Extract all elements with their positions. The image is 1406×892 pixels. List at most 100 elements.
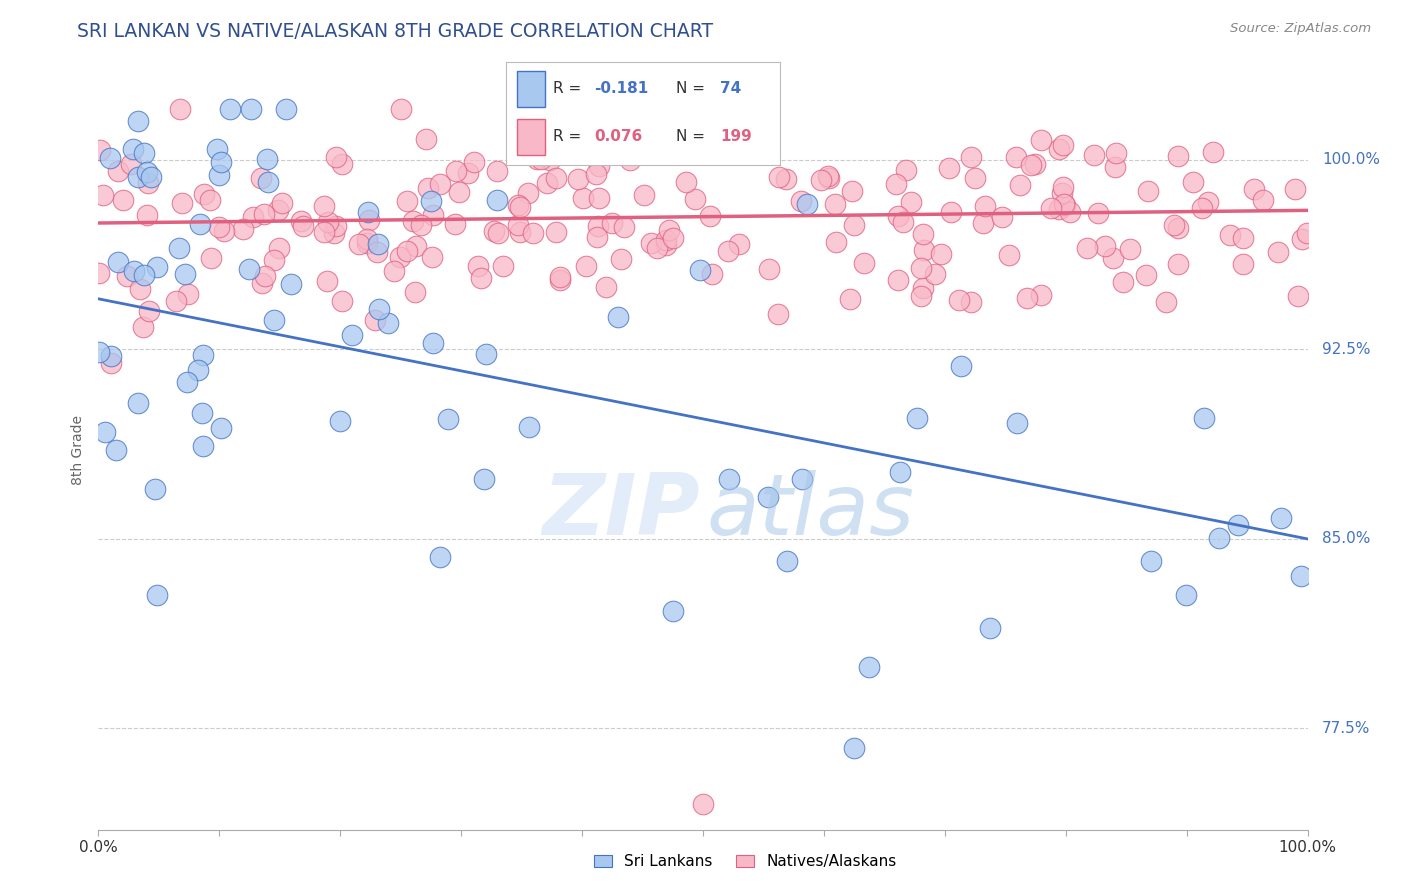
Point bbox=[776, 554, 799, 568]
Point bbox=[1104, 160, 1126, 174]
Point bbox=[756, 490, 779, 504]
Point bbox=[662, 230, 685, 244]
Point bbox=[271, 196, 294, 211]
Point bbox=[263, 312, 285, 326]
Point bbox=[536, 176, 558, 190]
Point bbox=[492, 260, 515, 274]
Point bbox=[700, 267, 723, 281]
Point bbox=[269, 241, 291, 255]
Point bbox=[768, 170, 790, 185]
Point bbox=[191, 406, 214, 420]
Point bbox=[548, 269, 571, 284]
Point bbox=[640, 236, 662, 251]
Point bbox=[1094, 239, 1116, 253]
Point bbox=[1076, 241, 1098, 255]
Point bbox=[1135, 268, 1157, 283]
Point bbox=[329, 413, 352, 427]
Point bbox=[87, 267, 110, 281]
Point bbox=[1167, 221, 1189, 235]
Point bbox=[509, 200, 531, 214]
Point bbox=[998, 248, 1021, 262]
Point bbox=[1208, 531, 1230, 545]
Text: SRI LANKAN VS NATIVE/ALASKAN 8TH GRADE CORRELATION CHART: SRI LANKAN VS NATIVE/ALASKAN 8TH GRADE C… bbox=[77, 22, 713, 41]
Text: R =: R = bbox=[553, 81, 581, 96]
Point bbox=[418, 181, 440, 195]
Point bbox=[316, 274, 339, 288]
Point bbox=[132, 320, 155, 334]
Text: N =: N = bbox=[676, 129, 706, 145]
Point bbox=[250, 276, 273, 290]
Point bbox=[655, 233, 678, 247]
Point bbox=[176, 376, 198, 390]
Point bbox=[941, 205, 963, 219]
Point bbox=[240, 102, 263, 116]
Point bbox=[127, 396, 149, 410]
Point bbox=[965, 170, 987, 185]
Point bbox=[357, 213, 380, 227]
Point bbox=[900, 195, 922, 210]
Point bbox=[436, 412, 458, 426]
Point bbox=[1219, 228, 1241, 243]
Point bbox=[1251, 193, 1274, 207]
Point bbox=[209, 155, 232, 169]
Text: 0.076: 0.076 bbox=[593, 129, 643, 145]
Point bbox=[724, 147, 747, 161]
Point bbox=[586, 219, 609, 234]
Point bbox=[931, 247, 953, 261]
Point bbox=[647, 242, 669, 256]
Point bbox=[463, 155, 485, 169]
Point bbox=[852, 255, 875, 269]
Point bbox=[817, 169, 839, 183]
Point bbox=[107, 163, 129, 178]
Point bbox=[87, 344, 110, 359]
Point bbox=[314, 225, 336, 239]
Point bbox=[422, 208, 444, 222]
Point bbox=[214, 224, 236, 238]
FancyBboxPatch shape bbox=[517, 70, 544, 106]
Point bbox=[187, 363, 209, 377]
Point bbox=[959, 294, 981, 309]
Point bbox=[340, 328, 363, 343]
Point bbox=[1040, 201, 1063, 215]
Point bbox=[595, 280, 617, 294]
Point bbox=[143, 482, 166, 496]
Point bbox=[367, 301, 389, 316]
Point bbox=[446, 164, 468, 178]
Point bbox=[889, 465, 911, 479]
Point bbox=[979, 621, 1001, 635]
Point bbox=[1201, 145, 1223, 159]
Point bbox=[938, 161, 960, 175]
Point bbox=[482, 224, 505, 238]
Point bbox=[193, 187, 215, 202]
Point bbox=[675, 175, 697, 189]
Y-axis label: 8th Grade: 8th Grade bbox=[72, 416, 86, 485]
Point bbox=[267, 203, 290, 218]
Point bbox=[325, 219, 347, 234]
Point bbox=[948, 293, 970, 308]
Point bbox=[366, 245, 388, 260]
Point bbox=[263, 253, 285, 268]
Point bbox=[841, 184, 863, 198]
Point bbox=[912, 244, 935, 258]
Point bbox=[94, 425, 117, 439]
Text: ZIP: ZIP bbox=[541, 469, 699, 553]
Point bbox=[467, 260, 489, 274]
Point bbox=[718, 473, 741, 487]
Point bbox=[699, 209, 721, 223]
Point bbox=[120, 157, 142, 171]
Point bbox=[486, 226, 509, 240]
Point bbox=[388, 250, 411, 264]
Point bbox=[132, 268, 155, 282]
Point bbox=[486, 194, 509, 208]
Point bbox=[377, 317, 399, 331]
Point bbox=[472, 472, 495, 486]
Point bbox=[517, 186, 540, 201]
Text: R =: R = bbox=[553, 129, 581, 145]
Point bbox=[136, 176, 159, 190]
Point bbox=[844, 740, 866, 755]
Point bbox=[91, 188, 114, 202]
Point bbox=[191, 348, 214, 362]
Point bbox=[127, 169, 149, 184]
Point bbox=[167, 241, 190, 255]
Point bbox=[575, 259, 598, 273]
